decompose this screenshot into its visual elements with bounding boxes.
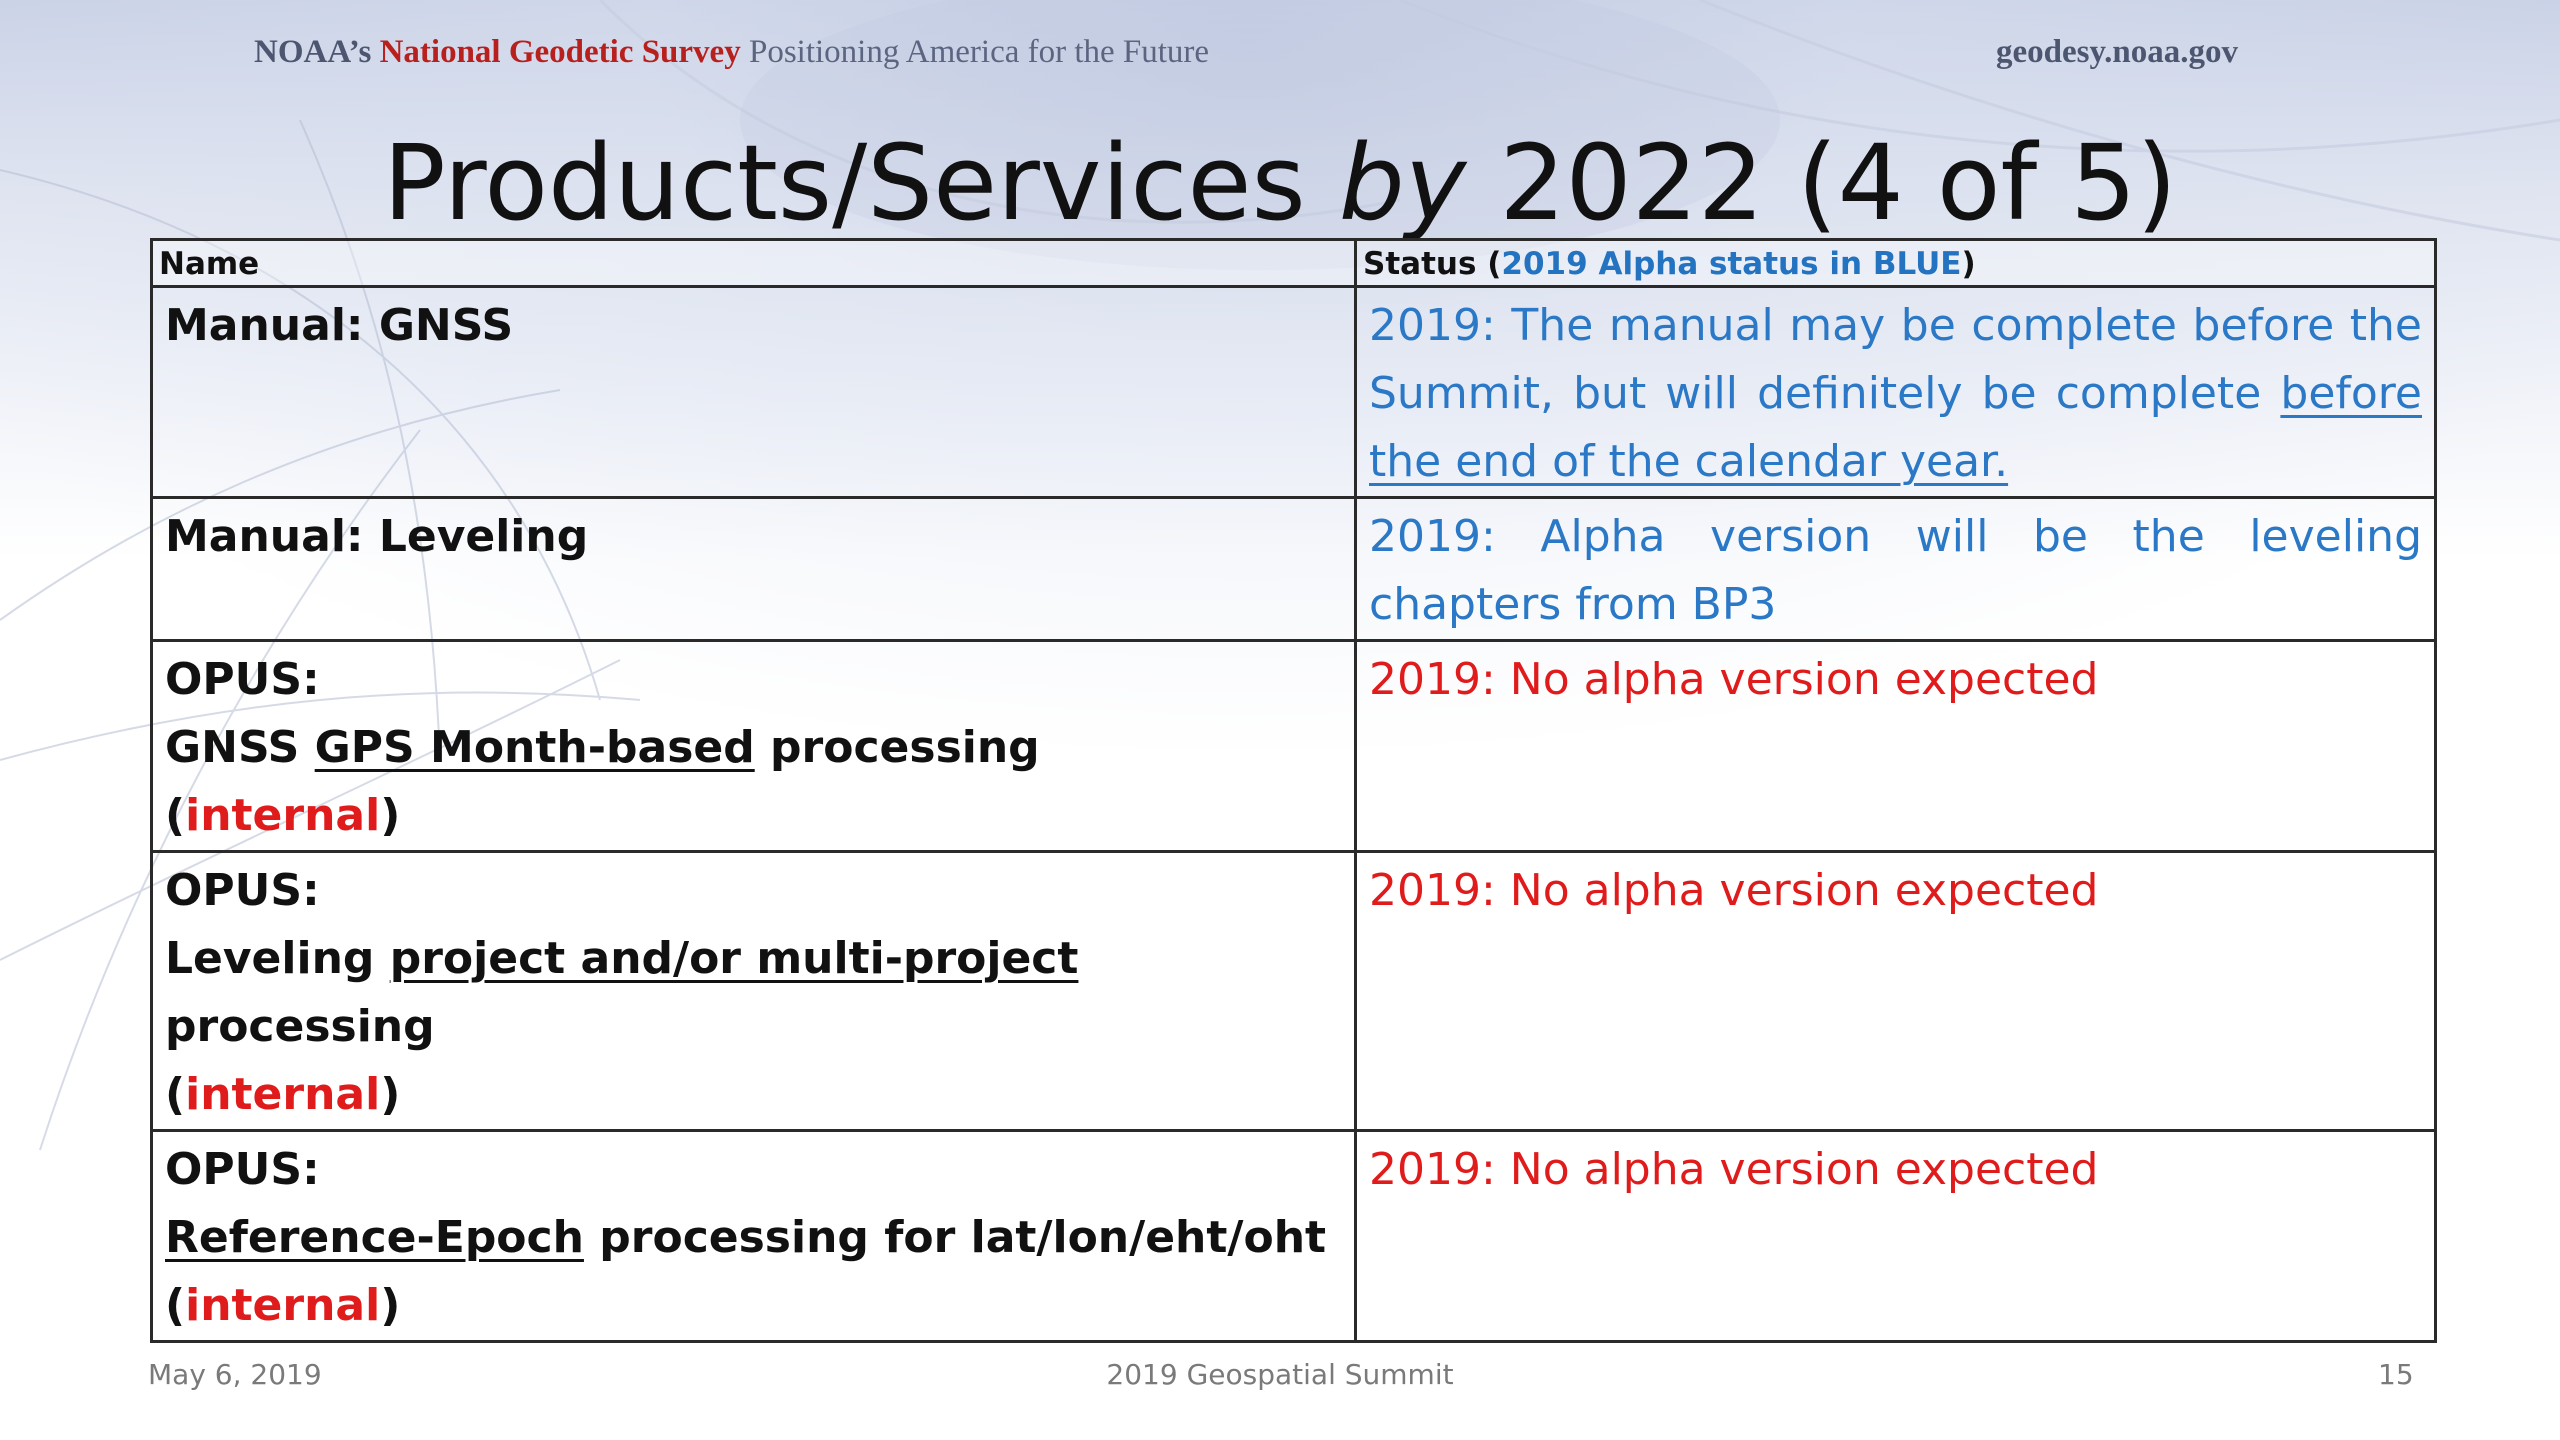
row-status-cell: 2019: No alpha version expected <box>1354 1129 2437 1343</box>
header-website: geodesy.noaa.gov <box>1996 34 2239 70</box>
title-post: 2022 (4 of 5) <box>1466 122 2177 244</box>
row-status-text: 2019: The manual may be complete before … <box>1369 300 2422 419</box>
header-ngs: National Geodetic Survey <box>379 34 741 70</box>
table-header-row: Name Status (2019 Alpha status in BLUE) <box>150 238 2437 288</box>
paren-close: ) <box>380 1069 401 1120</box>
row-status-text: 2019: No alpha version expected <box>1369 865 2099 916</box>
header-status-pre: Status ( <box>1363 246 1502 282</box>
internal-label: internal <box>185 790 381 841</box>
name-underlined: Reference-Epoch <box>165 1212 584 1263</box>
row-name-cell: Manual: Leveling <box>150 496 1357 642</box>
header-status-cell: Status (2019 Alpha status in BLUE) <box>1354 238 2437 288</box>
name-underlined: GPS Month-based <box>314 722 755 773</box>
row-name-line-2: Leveling project and/or multi-project pr… <box>165 925 1342 1061</box>
footer-event: 2019 Geospatial Summit <box>1106 1358 1454 1391</box>
table-row: OPUS: GNSS GPS Month-based processing (i… <box>150 639 2437 853</box>
paren-open: ( <box>165 1280 186 1331</box>
name-text: processing for lat/lon/eht/oht <box>583 1212 1327 1263</box>
header-status-blue: 2019 Alpha status in BLUE <box>1501 246 1962 282</box>
row-status-cell: 2019: No alpha version expected <box>1354 850 2437 1132</box>
table-row: Manual: Leveling 2019: Alpha version wil… <box>150 496 2437 642</box>
footer-page-number: 15 <box>2378 1358 2414 1391</box>
header-tagline: Positioning America for the Future <box>748 34 1210 70</box>
row-name-cell: OPUS: GNSS GPS Month-based processing (i… <box>150 639 1357 853</box>
row-name-line-3: (internal) <box>165 1272 1342 1340</box>
row-status-line-1: 2019: Alpha version will be the leveling <box>1369 511 2422 562</box>
title-italic: by <box>1338 122 1467 244</box>
internal-label: internal <box>185 1280 381 1331</box>
table-row: Manual: GNSS 2019: The manual may be com… <box>150 285 2437 499</box>
products-table: Name Status (2019 Alpha status in BLUE) … <box>150 238 2437 1343</box>
slide-title: Products/Services by 2022 (4 of 5) <box>0 118 2560 248</box>
header-org: NOAA’s <box>254 34 372 70</box>
row-name: Manual: GNSS <box>165 300 514 351</box>
row-status-text: 2019: No alpha version expected <box>1369 654 2099 705</box>
header-org-line: NOAA’s National Geodetic Survey Position… <box>254 34 1209 71</box>
paren-open: ( <box>165 1069 186 1120</box>
name-text: GNSS <box>165 722 315 773</box>
row-name: Manual: Leveling <box>165 511 589 562</box>
table-row: OPUS: Reference-Epoch processing for lat… <box>150 1129 2437 1343</box>
header-status-post: ) <box>1961 246 1976 282</box>
paren-open: ( <box>165 790 186 841</box>
header-name: Name <box>159 246 260 282</box>
row-status-cell: 2019: Alpha version will be the leveling… <box>1354 496 2437 642</box>
row-status-text: 2019: No alpha version expected <box>1369 1144 2099 1195</box>
row-status-underlined: before the end of the calendar year. <box>1369 368 2422 487</box>
row-name-line-1: OPUS: <box>165 865 320 916</box>
name-text: Leveling <box>165 933 390 984</box>
row-name-line-3: (internal) <box>165 1061 1342 1129</box>
name-text: processing <box>165 1001 435 1052</box>
paren-close: ) <box>380 1280 401 1331</box>
paren-close: ) <box>380 790 401 841</box>
name-underlined: project and/or multi-project <box>389 933 1079 984</box>
row-name-cell: OPUS: Leveling project and/or multi-proj… <box>150 850 1357 1132</box>
row-name-line-3: (internal) <box>165 782 1342 850</box>
header-name-cell: Name <box>150 238 1357 288</box>
title-pre: Products/Services <box>383 122 1339 244</box>
row-name-line-2: Reference-Epoch processing for lat/lon/e… <box>165 1204 1342 1272</box>
internal-label: internal <box>185 1069 381 1120</box>
table-row: OPUS: Leveling project and/or multi-proj… <box>150 850 2437 1132</box>
row-status-line-2: chapters from BP3 <box>1369 579 1777 630</box>
footer-date: May 6, 2019 <box>148 1358 322 1391</box>
row-name-cell: Manual: GNSS <box>150 285 1357 499</box>
row-name-line-1: OPUS: <box>165 1144 320 1195</box>
name-text: processing <box>754 722 1040 773</box>
row-name-line-1: OPUS: <box>165 654 320 705</box>
row-status-cell: 2019: The manual may be complete before … <box>1354 285 2437 499</box>
row-name-cell: OPUS: Reference-Epoch processing for lat… <box>150 1129 1357 1343</box>
row-name-line-2: GNSS GPS Month-based processing <box>165 714 1342 782</box>
row-status-cell: 2019: No alpha version expected <box>1354 639 2437 853</box>
